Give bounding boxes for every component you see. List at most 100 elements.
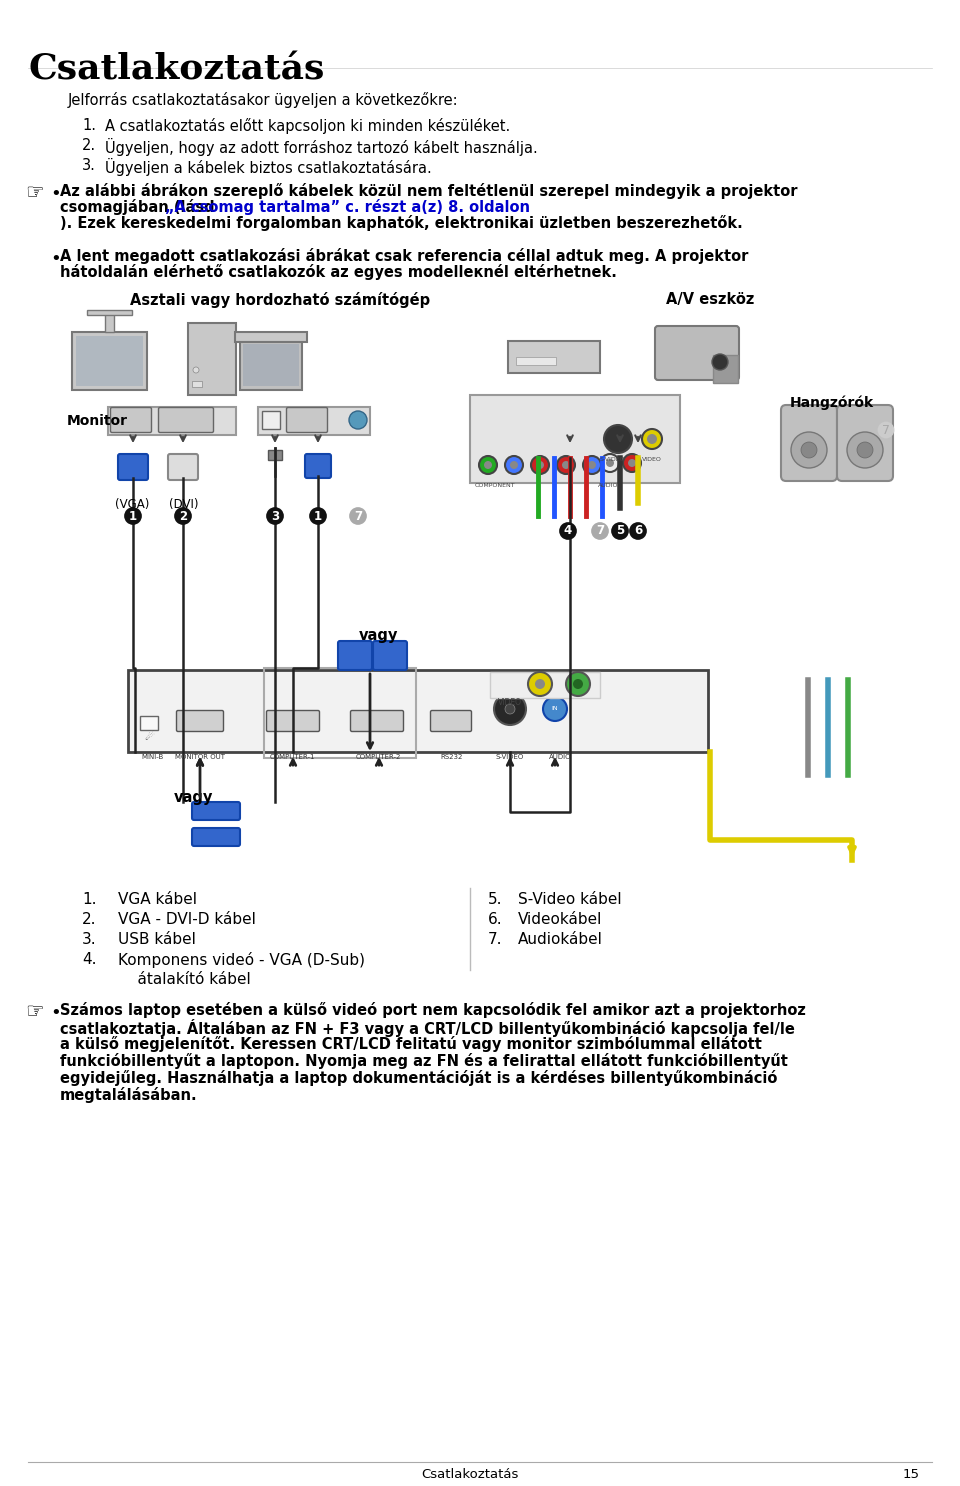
- Circle shape: [647, 434, 657, 444]
- Text: megtalálásában.: megtalálásában.: [60, 1086, 198, 1103]
- Text: 1: 1: [129, 510, 137, 523]
- FancyBboxPatch shape: [158, 407, 213, 432]
- FancyBboxPatch shape: [168, 455, 198, 480]
- Text: hátoldalán elérhető csatlakozók az egyes modelleкnél eltérhetnek.: hátoldalán elérhető csatlakozók az egyes…: [60, 265, 617, 279]
- Text: Komponens videó - VGA (D-Sub): Komponens videó - VGA (D-Sub): [118, 953, 365, 967]
- Text: vagy: vagy: [358, 629, 397, 643]
- Text: funkcióbillentyűt a laptopon. Nyomja meg az FN és a felirattal ellátott funkciób: funkcióbillentyűt a laptopon. Nyomja meg…: [60, 1054, 788, 1068]
- FancyBboxPatch shape: [286, 407, 327, 432]
- Bar: [87, 311, 132, 315]
- Circle shape: [857, 441, 873, 458]
- Circle shape: [801, 441, 817, 458]
- Text: VGA kábel: VGA kábel: [118, 892, 197, 906]
- Circle shape: [557, 456, 575, 474]
- Bar: [240, 340, 302, 389]
- Circle shape: [479, 456, 497, 474]
- Bar: [235, 331, 307, 342]
- FancyBboxPatch shape: [781, 406, 837, 481]
- FancyBboxPatch shape: [373, 640, 407, 670]
- Bar: [72, 331, 147, 389]
- Circle shape: [573, 679, 583, 690]
- Text: VIDEO: VIDEO: [498, 698, 522, 707]
- Circle shape: [193, 367, 199, 373]
- FancyBboxPatch shape: [837, 406, 893, 481]
- Circle shape: [562, 461, 570, 470]
- Text: 1: 1: [314, 510, 322, 523]
- Text: 7.: 7.: [488, 932, 502, 947]
- Text: 1.: 1.: [82, 117, 96, 134]
- Circle shape: [604, 425, 632, 453]
- Text: Monitor: Monitor: [67, 415, 128, 428]
- Text: S-VIDEO: S-VIDEO: [496, 753, 524, 759]
- Text: 3: 3: [271, 510, 279, 523]
- Circle shape: [536, 461, 544, 470]
- Text: 6.: 6.: [488, 912, 503, 927]
- Bar: [262, 412, 280, 429]
- FancyBboxPatch shape: [110, 407, 152, 432]
- Text: AUDIO: AUDIO: [549, 753, 571, 759]
- Text: 5: 5: [616, 525, 624, 538]
- Text: (DVI): (DVI): [169, 498, 199, 511]
- Text: 7: 7: [882, 424, 890, 437]
- FancyBboxPatch shape: [177, 710, 224, 731]
- Circle shape: [606, 459, 614, 467]
- Text: 3.: 3.: [82, 158, 96, 172]
- Text: 5.: 5.: [488, 892, 502, 906]
- Text: 3.: 3.: [82, 932, 97, 947]
- FancyBboxPatch shape: [192, 802, 240, 820]
- Text: átalakító kábel: átalakító kábel: [118, 972, 251, 987]
- Circle shape: [847, 432, 883, 468]
- Text: •: •: [50, 184, 60, 204]
- Text: Számos laptop esetében a külső videó port nem kapcsolódik fel amikor azt a proje: Számos laptop esetében a külső videó por…: [60, 1002, 805, 1018]
- FancyBboxPatch shape: [430, 710, 471, 731]
- Text: COMPONENT: COMPONENT: [475, 483, 516, 487]
- Circle shape: [628, 459, 636, 467]
- Circle shape: [349, 412, 367, 429]
- Circle shape: [543, 697, 567, 721]
- Text: Ügyeljen, hogy az adott forráshoz tartozó kábelt használja.: Ügyeljen, hogy az adott forráshoz tartoz…: [105, 138, 538, 156]
- Bar: [105, 312, 114, 331]
- FancyBboxPatch shape: [350, 710, 403, 731]
- Text: Asztali vagy hordozható számítógép: Asztali vagy hordozható számítógép: [130, 293, 430, 308]
- Text: 15: 15: [903, 1468, 920, 1482]
- Circle shape: [712, 354, 728, 370]
- Text: egyidejűleg. Használhatja a laptop dokumentációját is a kérdéses billentyűkombin: egyidejűleg. Használhatja a laptop dokum…: [60, 1070, 778, 1086]
- Text: Audiokábel: Audiokábel: [518, 932, 603, 947]
- Circle shape: [566, 672, 590, 695]
- Text: csatlakoztatja. Általában az FN + F3 vagy a CRT/LCD billentyűkombináció kapcsolj: csatlakoztatja. Általában az FN + F3 vag…: [60, 1019, 795, 1037]
- Text: (VGA): (VGA): [115, 498, 150, 511]
- Circle shape: [623, 455, 641, 473]
- Text: •: •: [50, 250, 60, 267]
- Circle shape: [642, 429, 662, 449]
- Circle shape: [494, 692, 526, 725]
- Text: •: •: [50, 1005, 60, 1022]
- Text: COMPUTER-1: COMPUTER-1: [269, 753, 315, 759]
- Circle shape: [531, 456, 549, 474]
- Text: Videokábel: Videokábel: [518, 912, 602, 927]
- Bar: [108, 407, 236, 435]
- Bar: [490, 672, 600, 698]
- Bar: [128, 670, 708, 752]
- Text: Jelforrás csatlakoztatásakor ügyeljen a következőkre:: Jelforrás csatlakoztatásakor ügyeljen a …: [68, 92, 459, 108]
- Text: USB kábel: USB kábel: [118, 932, 196, 947]
- FancyBboxPatch shape: [118, 455, 148, 480]
- Text: 2.: 2.: [82, 138, 96, 153]
- Bar: [76, 336, 143, 386]
- Circle shape: [505, 704, 515, 713]
- FancyBboxPatch shape: [192, 828, 240, 846]
- Text: a külső megjelenítőt. Keressen CRT/LCD felitatú vagy monitor szimbólummal elláto: a külső megjelenítőt. Keressen CRT/LCD f…: [60, 1036, 762, 1052]
- Bar: [264, 669, 416, 758]
- Text: ). Ezek kereskedelmi forgalomban kaphatók, elektronikai üzletben beszerezhetők.: ). Ezek kereskedelmi forgalomban kapható…: [60, 215, 743, 230]
- Circle shape: [528, 672, 552, 695]
- Circle shape: [588, 461, 596, 470]
- Bar: [243, 343, 299, 386]
- Text: 7: 7: [354, 510, 362, 523]
- Text: IN: IN: [552, 706, 559, 712]
- Text: 4: 4: [564, 525, 572, 538]
- FancyBboxPatch shape: [655, 325, 739, 380]
- Circle shape: [583, 456, 601, 474]
- Text: COMPUTER-2: COMPUTER-2: [355, 753, 400, 759]
- Text: 2.: 2.: [82, 912, 97, 927]
- Bar: [188, 322, 236, 395]
- Text: 1.: 1.: [82, 892, 97, 906]
